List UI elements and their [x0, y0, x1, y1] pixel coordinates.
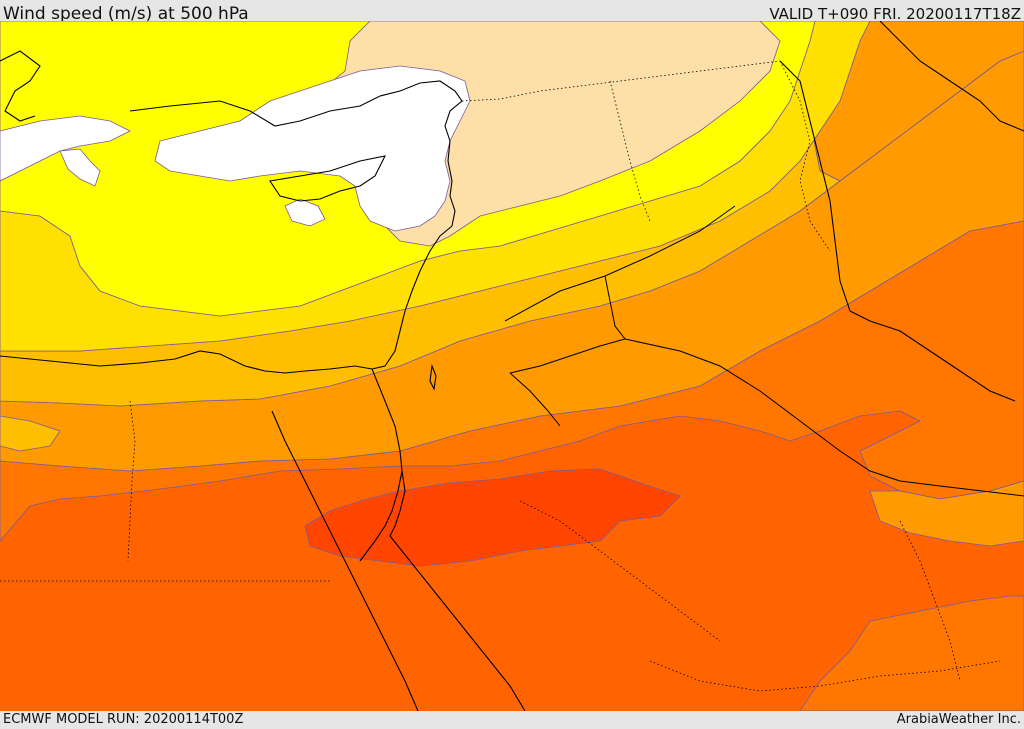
coast-red-sea-west [271, 410, 419, 711]
coast-gulf [779, 60, 1016, 402]
coast-egypt-north [0, 350, 373, 374]
coast-turkey-south [129, 80, 463, 272]
border-libya-egypt [127, 400, 136, 562]
border-jordan-saudi [509, 275, 626, 374]
coast-sinai-east [389, 470, 406, 537]
border-saudi-jordan-iraq [504, 205, 736, 322]
band-ffffff-small [59, 148, 101, 187]
model-run-label: ECMWF MODEL RUN: 20200114T00Z [3, 712, 244, 727]
map-canvas [0, 21, 1024, 711]
band-ffffff [154, 65, 471, 232]
band-ff7700-se [799, 595, 1024, 711]
border-saudi-iraq [624, 338, 1024, 497]
band-ff9b00-se [869, 480, 1024, 547]
borders [0, 60, 1001, 692]
coast-dead-sea [429, 363, 437, 391]
credit-label: ArabiaWeather Inc. [896, 712, 1021, 727]
band-ffffff-blob [284, 198, 326, 227]
coast-cyprus [269, 155, 386, 202]
coast-levant [371, 270, 421, 370]
border-saudi-kuwait [509, 372, 561, 427]
coast-red-sea-east [389, 535, 526, 711]
coast-greece [0, 50, 41, 122]
footer-bar: ECMWF MODEL RUN: 20200114T00Z ArabiaWeat… [0, 711, 1024, 729]
map-title: Wind speed (m/s) at 500 hPa [3, 4, 249, 24]
coast-iran [879, 21, 1024, 132]
band-ffbe00-sw [0, 415, 61, 452]
border-saudi-internal [519, 500, 721, 642]
solid-borders [504, 205, 1024, 497]
coast-sinai-west [359, 368, 403, 562]
coastlines [0, 21, 1024, 711]
wind-speed-map [0, 21, 1024, 711]
band-ffffff-aegean [0, 115, 131, 182]
valid-time-label: VALID T+090 FRI. 20200117T18Z [769, 5, 1021, 23]
border-iraq-iran [779, 60, 831, 252]
header-bar: Wind speed (m/s) at 500 hPa VALID T+090 … [0, 0, 1024, 24]
band-ff4500 [304, 468, 681, 567]
